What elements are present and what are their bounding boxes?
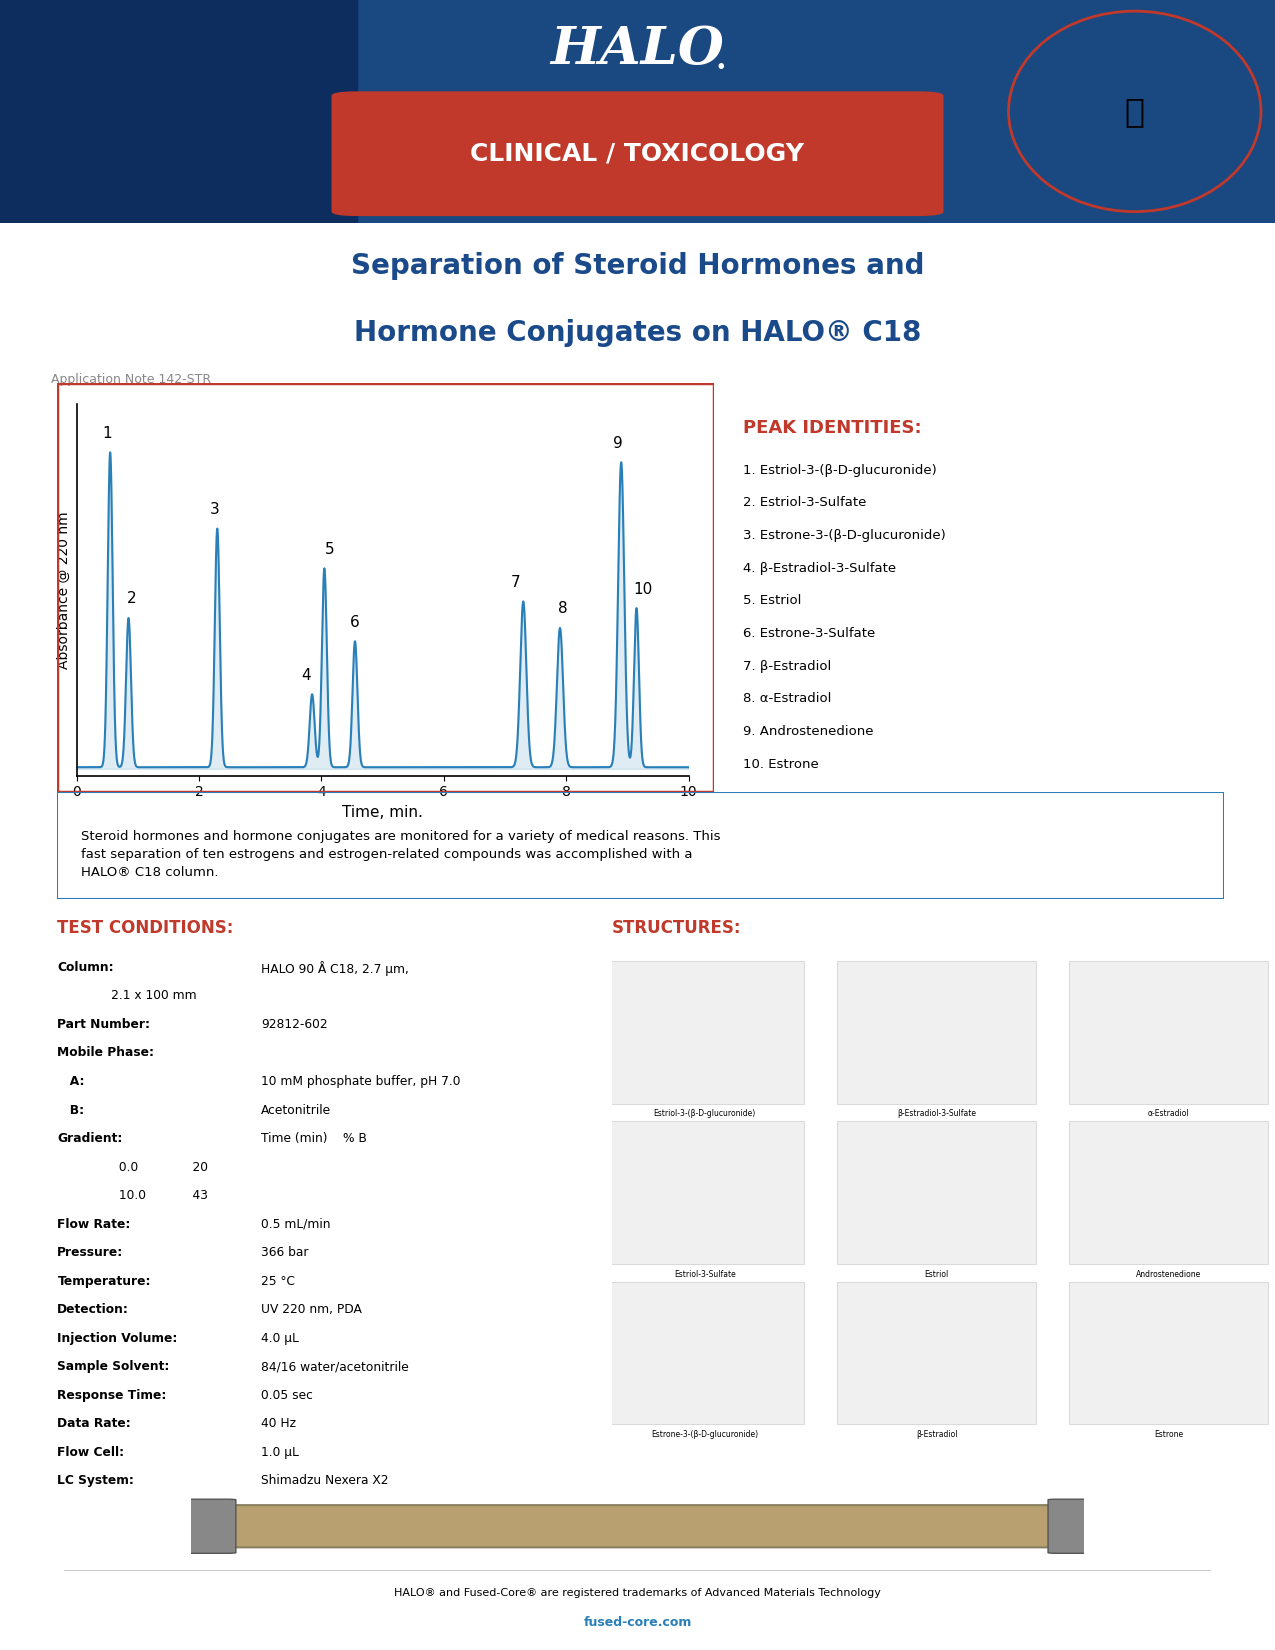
FancyBboxPatch shape (606, 960, 805, 1104)
Text: HALO 90 Å C18, 2.7 μm,: HALO 90 Å C18, 2.7 μm, (261, 960, 409, 975)
Text: STRUCTURES:: STRUCTURES: (612, 919, 742, 937)
Text: Steroid hormones and hormone conjugates are monitored for a variety of medical r: Steroid hormones and hormone conjugates … (80, 830, 720, 878)
Text: 10. Estrone: 10. Estrone (743, 757, 819, 771)
Text: 1.0 μL: 1.0 μL (261, 1445, 298, 1459)
Text: Flow Cell:: Flow Cell: (57, 1445, 125, 1459)
Text: 4: 4 (301, 668, 311, 683)
Text: 2.1 x 100 mm: 2.1 x 100 mm (84, 990, 196, 1003)
Text: Hormone Conjugates on HALO® C18: Hormone Conjugates on HALO® C18 (353, 320, 921, 346)
X-axis label: Time, min.: Time, min. (342, 805, 423, 820)
FancyBboxPatch shape (173, 1505, 1102, 1548)
Text: 8: 8 (558, 601, 567, 617)
Text: Estriol-3-(β-D-glucuronide): Estriol-3-(β-D-glucuronide) (654, 1109, 756, 1119)
FancyBboxPatch shape (838, 960, 1037, 1104)
Text: Flow Rate:: Flow Rate: (57, 1218, 131, 1231)
Text: Time (min)    % B: Time (min) % B (261, 1132, 367, 1145)
Text: UV 220 nm, PDA: UV 220 nm, PDA (261, 1304, 362, 1317)
Text: HALO: HALO (551, 23, 724, 74)
Text: PEAK IDENTITIES:: PEAK IDENTITIES: (743, 419, 922, 437)
Text: β-Estradiol: β-Estradiol (917, 1431, 958, 1439)
Text: HALO® and Fused-Core® are registered trademarks of Advanced Materials Technology: HALO® and Fused-Core® are registered tra… (394, 1587, 881, 1597)
Text: 10 mM phosphate buffer, pH 7.0: 10 mM phosphate buffer, pH 7.0 (261, 1076, 460, 1087)
Text: Pressure:: Pressure: (57, 1246, 124, 1259)
FancyBboxPatch shape (838, 1282, 1037, 1424)
Text: 10.0            43: 10.0 43 (84, 1190, 208, 1203)
Text: 8. α-Estradiol: 8. α-Estradiol (743, 693, 831, 705)
Text: Separation of Steroid Hormones and: Separation of Steroid Hormones and (351, 252, 924, 280)
Text: Injection Volume:: Injection Volume: (57, 1332, 177, 1345)
Text: 5: 5 (324, 541, 334, 556)
Text: 366 bar: 366 bar (261, 1246, 309, 1259)
FancyBboxPatch shape (838, 1122, 1037, 1264)
FancyBboxPatch shape (1070, 1282, 1269, 1424)
Text: Column:: Column: (57, 960, 113, 974)
Text: Detection:: Detection: (57, 1304, 129, 1317)
Text: Mobile Phase:: Mobile Phase: (57, 1046, 154, 1059)
Text: 6: 6 (351, 615, 360, 630)
Text: Estrone: Estrone (1154, 1431, 1183, 1439)
Text: Response Time:: Response Time: (57, 1389, 167, 1401)
Text: Part Number:: Part Number: (57, 1018, 150, 1031)
FancyBboxPatch shape (1070, 960, 1269, 1104)
Text: Data Rate:: Data Rate: (57, 1417, 131, 1431)
Text: Estriol: Estriol (924, 1270, 949, 1279)
Text: 2. Estriol-3-Sulfate: 2. Estriol-3-Sulfate (743, 497, 867, 510)
Text: fused-core.com: fused-core.com (583, 1615, 691, 1629)
Text: 7. β-Estradiol: 7. β-Estradiol (743, 660, 831, 673)
Text: 💉: 💉 (1125, 94, 1145, 129)
Text: α-Estradiol: α-Estradiol (1148, 1109, 1190, 1119)
Text: LC System:: LC System: (57, 1473, 134, 1487)
Bar (0, 0, 357, 223)
FancyBboxPatch shape (606, 1282, 805, 1424)
Text: A:: A: (57, 1076, 85, 1087)
Text: 4. β-Estradiol-3-Sulfate: 4. β-Estradiol-3-Sulfate (743, 561, 896, 574)
Text: 84/16 water/acetonitrile: 84/16 water/acetonitrile (261, 1360, 408, 1373)
Text: 10: 10 (632, 581, 653, 597)
Text: Sample Solvent:: Sample Solvent: (57, 1360, 170, 1373)
Text: 9: 9 (613, 436, 623, 450)
Text: 0.5 mL/min: 0.5 mL/min (261, 1218, 330, 1231)
Text: Acetonitrile: Acetonitrile (261, 1104, 332, 1117)
FancyBboxPatch shape (182, 1500, 236, 1553)
Text: 92812-602: 92812-602 (261, 1018, 328, 1031)
Text: Shimadzu Nexera X2: Shimadzu Nexera X2 (261, 1473, 389, 1487)
Text: 4.0 μL: 4.0 μL (261, 1332, 298, 1345)
Text: 2: 2 (126, 591, 136, 607)
Text: 25 °C: 25 °C (261, 1274, 295, 1287)
FancyBboxPatch shape (1070, 1122, 1269, 1264)
Text: 1: 1 (102, 426, 112, 441)
Text: B:: B: (57, 1104, 84, 1117)
Text: Temperature:: Temperature: (57, 1274, 150, 1287)
Text: 6. Estrone-3-Sulfate: 6. Estrone-3-Sulfate (743, 627, 876, 640)
FancyBboxPatch shape (332, 91, 944, 216)
Text: TEST CONDITIONS:: TEST CONDITIONS: (57, 919, 233, 937)
Text: 40 Hz: 40 Hz (261, 1417, 296, 1431)
Text: Estrone-3-(β-D-glucuronide): Estrone-3-(β-D-glucuronide) (652, 1431, 759, 1439)
Text: Androstenedione: Androstenedione (1136, 1270, 1201, 1279)
Text: Gradient:: Gradient: (57, 1132, 122, 1145)
Text: 0.0              20: 0.0 20 (84, 1160, 208, 1173)
Text: 1. Estriol-3-(β-D-glucuronide): 1. Estriol-3-(β-D-glucuronide) (743, 464, 937, 477)
Text: 9. Androstenedione: 9. Androstenedione (743, 724, 873, 738)
Text: Application Note 142-STR: Application Note 142-STR (51, 373, 212, 386)
Text: 0.05 sec: 0.05 sec (261, 1389, 312, 1401)
Text: 7: 7 (511, 574, 520, 591)
FancyBboxPatch shape (1048, 1500, 1102, 1553)
Text: 3: 3 (209, 502, 219, 516)
Text: Estriol-3-Sulfate: Estriol-3-Sulfate (674, 1270, 736, 1279)
Y-axis label: Absorbance @ 220 nm: Absorbance @ 220 nm (57, 512, 71, 668)
Text: CLINICAL / TOXICOLOGY: CLINICAL / TOXICOLOGY (470, 142, 805, 165)
Text: 5. Estriol: 5. Estriol (743, 594, 802, 607)
Text: 3. Estrone-3-(β-D-glucuronide): 3. Estrone-3-(β-D-glucuronide) (743, 530, 946, 541)
Text: β-Estradiol-3-Sulfate: β-Estradiol-3-Sulfate (898, 1109, 977, 1119)
Text: .: . (715, 45, 725, 76)
FancyBboxPatch shape (606, 1122, 805, 1264)
